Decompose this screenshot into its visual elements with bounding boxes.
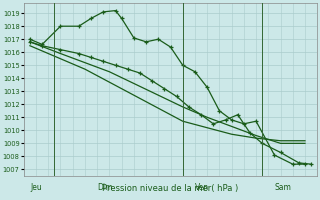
Text: Dim: Dim (97, 183, 113, 192)
X-axis label: Pression niveau de la mer( hPa ): Pression niveau de la mer( hPa ) (102, 184, 239, 193)
Text: Ven: Ven (195, 183, 209, 192)
Text: Jeu: Jeu (30, 183, 42, 192)
Text: Sam: Sam (275, 183, 291, 192)
